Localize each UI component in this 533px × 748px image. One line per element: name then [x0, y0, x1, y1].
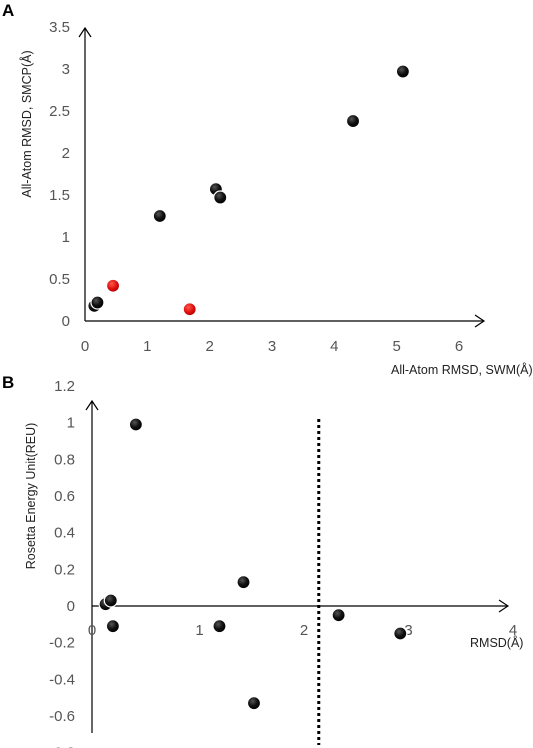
chart-a-y-tick-label: 0.5: [49, 271, 70, 288]
chart-b-y-tick-label: 0.6: [54, 488, 75, 505]
chart-b-y-tick-label: 0.2: [54, 561, 75, 578]
chart-b-panel-label: B: [2, 373, 14, 392]
chart-a-x-tick-label: 4: [330, 338, 338, 355]
chart-a-x-tick-label: 3: [268, 338, 276, 355]
chart-b-y-tick-label: 0.8: [54, 451, 75, 468]
chart-a-y-tick-label: 3.5: [49, 19, 70, 36]
chart-b-y-tick-label: 1.2: [54, 378, 75, 395]
chart-b-y-tick-label: 1: [67, 415, 75, 432]
chart-a-x-tick-label: 5: [392, 338, 400, 355]
chart-b-x-tick-label: 3: [404, 622, 412, 639]
chart-a-point: [213, 190, 228, 205]
chart-b-x-tick-label: 4: [509, 622, 517, 639]
chart-a-point: [152, 208, 167, 224]
chart-a-x-tick-label: 2: [205, 338, 213, 355]
chart-a-y-tick-label: 1.5: [49, 187, 70, 204]
chart-a-point: [90, 295, 105, 310]
chart-a: A 0 1 2 3 4 5 6 0 0.5 1 1.5 2 2.5 3 3.5 All-Atom RMSD…: [2, 1, 533, 377]
chart-a-x-axis-label: All-Atom RMSD, SWM(Å): [391, 362, 533, 377]
chart-b-x-axis-arrow: [498, 599, 510, 613]
chart-a-x-tick-label: 0: [81, 338, 89, 355]
chart-a-y-tick-label: 0: [62, 313, 70, 330]
chart-b-point: [246, 696, 262, 711]
chart-a-point: [105, 278, 121, 293]
chart-b-x-tick-label: 2: [300, 622, 308, 639]
chart-b: B 0 1 2 3 4 -0.8 -0.6 -0.4 -0.2 0 0.2 0.4 0.6 0.8 1 1.…: [2, 373, 523, 748]
chart-a-point: [345, 113, 361, 129]
chart-b-y-axis-arrow: [85, 399, 99, 411]
chart-b-y-tick-label: -0.6: [49, 708, 75, 725]
chart-a-y-tick-label: 2: [62, 145, 70, 162]
chart-a-x-tick-label: 6: [455, 338, 463, 355]
chart-a-x-axis-arrow: [474, 314, 486, 328]
chart-a-point: [182, 302, 197, 317]
chart-b-point: [212, 619, 227, 634]
chart-b-y-tick-label: -0.2: [49, 635, 75, 652]
chart-b-point: [105, 619, 121, 634]
chart-b-x-axis-label: RMSD(Å): [470, 635, 523, 650]
chart-a-y-tick-label: 1: [62, 229, 70, 246]
chart-b-x-tick-label: 1: [195, 622, 203, 639]
chart-b-point: [103, 593, 118, 608]
chart-b-y-tick-label: -0.8: [49, 745, 75, 748]
chart-b-point: [331, 608, 346, 623]
chart-a-y-tick-label: 2.5: [49, 103, 70, 120]
chart-b-y-axis-label: Rosetta Energy Unit(REU): [24, 423, 38, 570]
chart-a-y-axis-label: All-Atom RMSD, SMCP(Å): [19, 50, 34, 197]
chart-b-y-tick-label: -0.4: [49, 671, 75, 688]
chart-b-point: [236, 575, 251, 590]
chart-b-point: [393, 626, 408, 641]
chart-b-x-tick-label: 0: [88, 622, 96, 639]
chart-a-y-axis-arrow: [78, 26, 92, 38]
chart-b-y-tick-label: 0.4: [54, 525, 75, 542]
chart-b-point: [128, 417, 143, 432]
chart-a-y-tick-label: 3: [62, 61, 70, 78]
chart-a-x-tick-label: 1: [143, 338, 151, 355]
chart-b-y-tick-label: 0: [67, 598, 75, 615]
chart-a-panel-label: A: [2, 1, 14, 20]
chart-a-point: [395, 64, 410, 79]
